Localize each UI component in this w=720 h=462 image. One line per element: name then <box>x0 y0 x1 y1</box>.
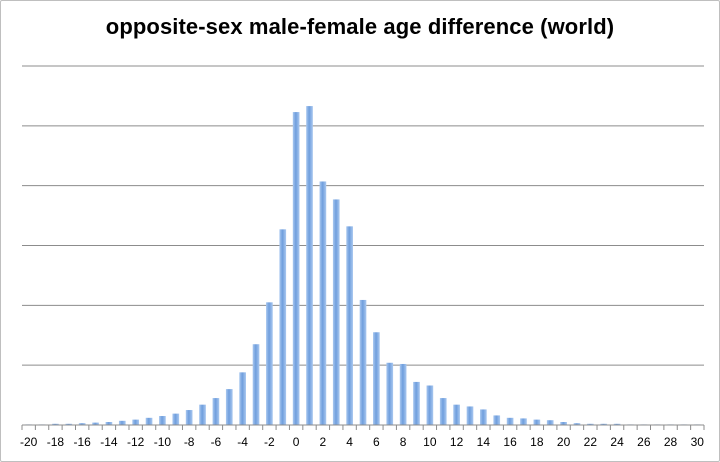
x-tick-label: -18 <box>47 435 65 449</box>
bar <box>346 226 353 425</box>
x-tick-label: 0 <box>293 435 300 449</box>
x-tick-label: -2 <box>264 435 275 449</box>
x-tick-label: 20 <box>557 435 571 449</box>
bar <box>613 423 621 425</box>
bar <box>65 423 73 425</box>
x-tick-label: -10 <box>154 435 172 449</box>
bar <box>185 410 193 425</box>
bar <box>600 423 608 425</box>
bar <box>560 422 567 425</box>
bar <box>252 344 260 425</box>
bar <box>453 404 460 425</box>
bar <box>586 423 594 425</box>
bar <box>279 229 287 425</box>
bar <box>573 423 581 425</box>
x-tick-label: 16 <box>503 435 517 449</box>
x-tick-label: 14 <box>477 435 491 449</box>
bar <box>292 112 300 425</box>
x-tick-label: -16 <box>74 435 92 449</box>
x-tick-label: 10 <box>423 435 437 449</box>
bar <box>225 389 233 425</box>
x-tick-label: -12 <box>127 435 145 449</box>
bar <box>118 420 126 425</box>
x-tick-label: -8 <box>184 435 195 449</box>
bar <box>520 418 527 425</box>
x-tick-label: 8 <box>400 435 407 449</box>
x-tick-label: 6 <box>373 435 380 449</box>
x-tick-label: 22 <box>584 435 598 449</box>
x-tick-label: 2 <box>320 435 327 449</box>
bar <box>319 181 327 425</box>
x-tick-label: 24 <box>610 435 624 449</box>
bar <box>52 423 59 425</box>
x-tick-label: -14 <box>100 435 118 449</box>
x-tick-label: -20 <box>20 435 38 449</box>
chart-title: opposite-sex male-female age difference … <box>105 14 615 39</box>
x-tick-label: 4 <box>346 435 353 449</box>
bar <box>145 417 153 425</box>
bar <box>426 385 434 425</box>
bar <box>199 404 206 425</box>
bar <box>413 381 420 425</box>
x-tick-label: 28 <box>664 435 678 449</box>
bar <box>439 398 447 425</box>
bar <box>132 419 140 425</box>
bar <box>266 302 273 425</box>
bar <box>239 372 246 425</box>
bar <box>212 398 220 425</box>
bar <box>546 420 554 425</box>
bar <box>399 363 407 425</box>
bar <box>506 417 514 425</box>
bar <box>92 422 99 425</box>
bar <box>493 415 501 425</box>
bar <box>373 332 380 425</box>
x-tick-label: 30 <box>691 435 705 449</box>
bar <box>480 409 487 425</box>
bar <box>105 422 113 425</box>
x-tick-label: 26 <box>637 435 651 449</box>
x-tick-label: 18 <box>530 435 544 449</box>
bar <box>306 106 313 425</box>
bar <box>332 199 340 425</box>
bar <box>172 413 180 425</box>
bar <box>533 419 541 425</box>
bar <box>159 416 166 425</box>
bar <box>359 299 367 425</box>
x-tick-label: -6 <box>211 435 222 449</box>
bar <box>386 362 394 425</box>
bar <box>466 406 474 425</box>
x-tick-label: 12 <box>450 435 464 449</box>
bar <box>78 423 86 425</box>
x-tick-label: -4 <box>237 435 248 449</box>
